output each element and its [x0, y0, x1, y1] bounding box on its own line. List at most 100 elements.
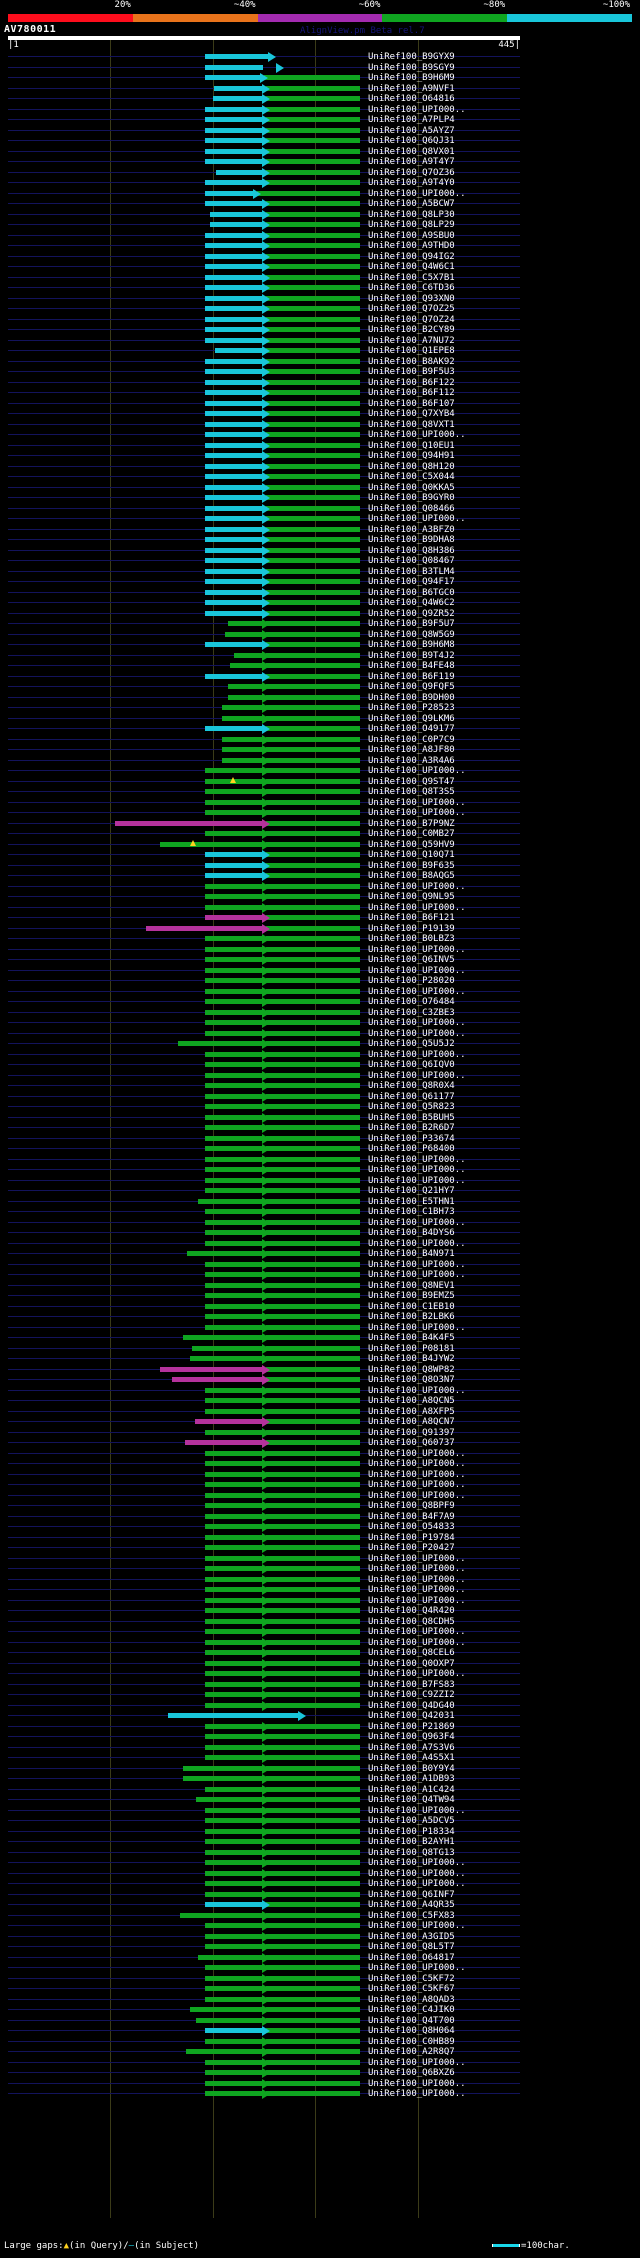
- alignment-hit-row[interactable]: UniRef100_B9T4J2: [0, 650, 640, 662]
- alignment-hit-row[interactable]: UniRef100_C6TD36: [0, 283, 640, 294]
- hit-label[interactable]: UniRef100_A3BFZ0: [368, 524, 455, 535]
- hit-label[interactable]: UniRef100_P33674: [368, 1133, 455, 1144]
- hsp-segment[interactable]: [205, 1965, 262, 1970]
- hsp-segment-tail[interactable]: [266, 1671, 360, 1676]
- hit-label[interactable]: UniRef100_UPI000..: [368, 766, 466, 776]
- hit-label[interactable]: UniRef100_UPI000..: [368, 797, 466, 808]
- hsp-segment-tail[interactable]: [266, 1104, 360, 1109]
- hsp-segment-tail[interactable]: [266, 1471, 360, 1477]
- hit-label[interactable]: UniRef100_B2CY89: [368, 325, 455, 335]
- hsp-segment-tail[interactable]: [266, 285, 360, 290]
- hit-label[interactable]: UniRef100_Q7OZ24: [368, 314, 455, 325]
- alignment-hit-row[interactable]: UniRef100_Q9FQF5: [0, 682, 640, 693]
- hsp-segment-tail[interactable]: [266, 316, 360, 322]
- hit-label[interactable]: UniRef100_B9DH00: [368, 692, 455, 703]
- hsp-segment-tail[interactable]: [266, 2070, 360, 2075]
- hit-label[interactable]: UniRef100_UPI000..: [368, 881, 466, 892]
- alignment-hit-row[interactable]: UniRef100_Q8TG13: [0, 1847, 640, 1859]
- hsp-segment-tail[interactable]: [266, 1450, 360, 1456]
- hsp-segment[interactable]: [205, 1051, 262, 1057]
- hit-label[interactable]: UniRef100_Q4TW94: [368, 1795, 455, 1805]
- hsp-segment[interactable]: [205, 946, 262, 952]
- hit-label[interactable]: UniRef100_A4QR35: [368, 1900, 455, 1910]
- alignment-hit-row[interactable]: UniRef100_Q60737: [0, 1438, 640, 1449]
- hsp-segment[interactable]: [205, 1240, 262, 1246]
- hsp-segment[interactable]: [205, 1587, 262, 1592]
- hsp-segment-tail[interactable]: [266, 1954, 360, 1960]
- hit-label[interactable]: UniRef100_UPI000..: [368, 2089, 466, 2099]
- alignment-hit-row[interactable]: UniRef100_UPI000..: [0, 1028, 640, 1040]
- hit-label[interactable]: UniRef100_UPI000..: [368, 1805, 466, 1816]
- hsp-segment[interactable]: [205, 1702, 262, 1708]
- hsp-segment[interactable]: [210, 211, 262, 217]
- hsp-segment-tail[interactable]: [257, 190, 360, 196]
- hsp-segment[interactable]: [205, 1135, 262, 1141]
- hsp-segment[interactable]: [205, 1828, 262, 1834]
- hsp-segment[interactable]: [205, 526, 262, 532]
- hsp-segment-tail[interactable]: [266, 96, 360, 101]
- alignment-hit-row[interactable]: UniRef100_Q5U5J2: [0, 1039, 640, 1050]
- hsp-segment-tail[interactable]: [266, 1524, 360, 1529]
- hsp-segment[interactable]: [205, 243, 262, 248]
- hit-label[interactable]: UniRef100_Q4W6C1: [368, 262, 455, 272]
- hsp-segment[interactable]: [205, 1209, 262, 1214]
- hit-label[interactable]: UniRef100_UPI000..: [368, 1963, 466, 1973]
- hit-label[interactable]: UniRef100_UPI000..: [368, 1322, 466, 1333]
- alignment-hit-row[interactable]: UniRef100_A3R4A6: [0, 755, 640, 767]
- hsp-segment[interactable]: [205, 1230, 262, 1235]
- hit-label[interactable]: UniRef100_B4FE48: [368, 661, 455, 671]
- hsp-segment[interactable]: [228, 684, 262, 689]
- alignment-hit-row[interactable]: UniRef100_C1EB10: [0, 1301, 640, 1313]
- alignment-hit-row[interactable]: UniRef100_UPI000..: [0, 1805, 640, 1817]
- hsp-segment[interactable]: [205, 1293, 262, 1298]
- hsp-segment-tail[interactable]: [266, 526, 360, 532]
- hsp-segment-tail[interactable]: [266, 1335, 360, 1340]
- hit-label[interactable]: UniRef100_A3GID5: [368, 1931, 455, 1942]
- hsp-segment-tail[interactable]: [266, 2038, 360, 2044]
- hit-label[interactable]: UniRef100_A8QCN5: [368, 1396, 455, 1406]
- hsp-segment[interactable]: [205, 1839, 262, 1844]
- hsp-segment-tail[interactable]: [266, 778, 360, 784]
- hit-label[interactable]: UniRef100_Q5R823: [368, 1102, 455, 1112]
- hsp-segment[interactable]: [222, 705, 262, 710]
- alignment-hit-row[interactable]: UniRef100_UPI000..: [0, 1963, 640, 1974]
- hsp-segment[interactable]: [190, 2007, 262, 2012]
- hit-label[interactable]: UniRef100_B2LBK6: [368, 1312, 455, 1322]
- hsp-segment-tail[interactable]: [266, 1587, 360, 1592]
- hsp-segment[interactable]: [205, 600, 262, 605]
- hit-label[interactable]: UniRef100_C5FX83: [368, 1910, 455, 1921]
- hsp-segment-tail[interactable]: [266, 1755, 360, 1760]
- alignment-hit-row[interactable]: UniRef100_A5BCW7: [0, 199, 640, 210]
- alignment-hit-row[interactable]: UniRef100_B6F122: [0, 377, 640, 389]
- hsp-segment-tail[interactable]: [266, 936, 360, 941]
- hsp-segment-tail[interactable]: [266, 621, 360, 626]
- hit-label[interactable]: UniRef100_B0LBZ3: [368, 934, 455, 944]
- hit-label[interactable]: UniRef100_P68400: [368, 1144, 455, 1154]
- hsp-segment[interactable]: [205, 1009, 262, 1015]
- alignment-hit-row[interactable]: UniRef100_A1DB93: [0, 1774, 640, 1785]
- hsp-segment[interactable]: [183, 1765, 262, 1771]
- hit-label[interactable]: UniRef100_C3ZBE3: [368, 1007, 455, 1018]
- hit-label[interactable]: UniRef100_B9DHA8: [368, 535, 455, 545]
- hit-label[interactable]: UniRef100_O54833: [368, 1522, 455, 1532]
- alignment-hit-row[interactable]: UniRef100_O64817: [0, 1952, 640, 1964]
- alignment-hit-row[interactable]: UniRef100_O76484: [0, 997, 640, 1008]
- hit-label[interactable]: UniRef100_O76484: [368, 997, 455, 1007]
- alignment-hit-row[interactable]: UniRef100_C3ZBE3: [0, 1007, 640, 1019]
- hit-label[interactable]: UniRef100_B9EMZ5: [368, 1291, 455, 1301]
- alignment-hit-row[interactable]: UniRef100_O49177: [0, 724, 640, 735]
- alignment-hit-row[interactable]: UniRef100_B9DH00: [0, 692, 640, 704]
- hsp-segment-tail[interactable]: [266, 1776, 360, 1781]
- hit-label[interactable]: UniRef100_C0HB89: [368, 2036, 455, 2047]
- alignment-hit-row[interactable]: UniRef100_A2R8Q7: [0, 2047, 640, 2058]
- hsp-segment[interactable]: [178, 1041, 262, 1046]
- hsp-segment[interactable]: [205, 474, 262, 479]
- alignment-hit-row[interactable]: UniRef100_B7P9NZ: [0, 818, 640, 830]
- hit-label[interactable]: UniRef100_Q8TG13: [368, 1847, 455, 1858]
- hsp-segment-tail[interactable]: [266, 1261, 360, 1267]
- hit-label[interactable]: UniRef100_B6F107: [368, 398, 455, 409]
- hsp-segment[interactable]: [205, 1618, 262, 1624]
- hit-label[interactable]: UniRef100_UPI000..: [368, 1574, 466, 1585]
- hsp-segment[interactable]: [205, 306, 262, 311]
- hsp-segment[interactable]: [205, 957, 262, 962]
